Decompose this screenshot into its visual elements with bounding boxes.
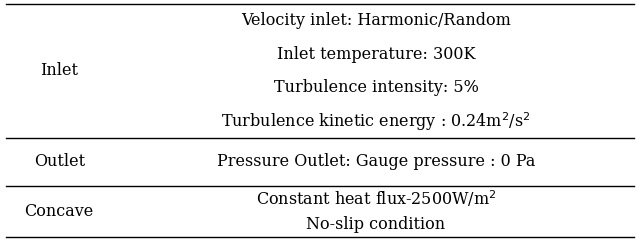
Text: Pressure Outlet: Gauge pressure : 0 Pa: Pressure Outlet: Gauge pressure : 0 Pa [217,154,535,170]
Text: Turbulence intensity: 5%: Turbulence intensity: 5% [273,79,479,96]
Text: Velocity inlet: Harmonic/Random: Velocity inlet: Harmonic/Random [241,12,511,29]
Text: Turbulence kinetic energy : 0.24m$^{2}$/s$^{2}$: Turbulence kinetic energy : 0.24m$^{2}$/… [221,110,531,133]
Text: Outlet: Outlet [34,154,84,170]
Text: Constant heat flux-2500W/m$^{2}$: Constant heat flux-2500W/m$^{2}$ [256,188,496,209]
Text: Concave: Concave [24,203,94,220]
Text: Inlet temperature: 300K: Inlet temperature: 300K [276,46,476,62]
Text: Inlet: Inlet [40,62,78,79]
Text: No-slip condition: No-slip condition [307,216,445,233]
